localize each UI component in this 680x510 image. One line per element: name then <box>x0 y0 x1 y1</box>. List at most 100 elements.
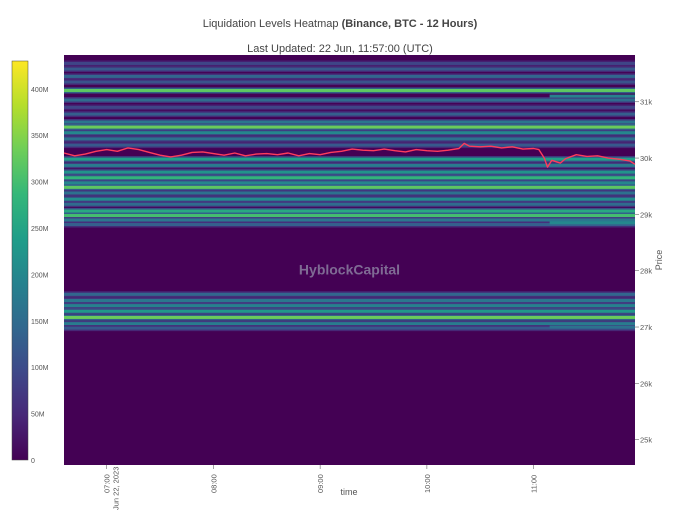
liquidation-band <box>64 156 635 163</box>
colorbar-tick-label: 0 <box>31 458 35 465</box>
liquidation-band <box>64 201 635 208</box>
y-tick-label: 27k <box>640 323 652 332</box>
liquidation-band <box>64 135 635 142</box>
liquidation-band <box>64 73 635 80</box>
band-core <box>64 176 635 180</box>
x-axis: 07:00 Jun 22, 2023 08:00 09:00 10:00 11:00 <box>103 465 539 510</box>
colorbar-tick-label: 300M <box>31 180 49 187</box>
title-text: Liquidation Levels Heatmap <box>202 18 342 30</box>
liquidation-band <box>64 217 635 224</box>
chart-title: Liquidation Levels Heatmap (Binance, BTC… <box>0 18 680 30</box>
chart-subtitle: Last Updated: 22 Jun, 11:57:00 (UTC) <box>247 43 433 55</box>
liquidation-band <box>64 129 635 136</box>
liquidation-band <box>64 142 635 149</box>
price-line <box>63 142 636 168</box>
band-core <box>64 299 635 303</box>
y-tick-label: 26k <box>640 379 652 388</box>
x-axis-label: time <box>340 487 357 497</box>
band-core <box>64 309 635 313</box>
band-core <box>64 304 635 308</box>
x-tick-label: 09:00 <box>316 474 325 493</box>
y-tick-label: 29k <box>640 210 652 219</box>
colorbar-tick-label: 150M <box>31 319 49 326</box>
title-bold-text: (Binance, BTC - 12 Hours) <box>341 18 478 30</box>
colorbar-gradient <box>11 60 29 461</box>
x-tick-label: 11:00 <box>530 475 539 493</box>
band-core <box>64 105 635 109</box>
band-core <box>64 322 635 326</box>
x-tick-sublabel: Jun 22, 2023 <box>112 467 121 510</box>
band-core <box>64 88 635 92</box>
band-core <box>64 61 635 65</box>
liquidation-band <box>64 302 635 309</box>
late-liquidation-band <box>549 94 635 98</box>
colorbar: 0 50M 100M 150M 200M 250M 300M 350M 400M <box>11 60 49 465</box>
band-core <box>64 185 635 189</box>
colorbar-tick-label: 400M <box>31 87 49 94</box>
colorbar-tick-label: 50M <box>31 412 45 419</box>
liquidation-band <box>64 174 635 181</box>
liquidation-band <box>64 314 635 321</box>
band-core <box>64 112 635 116</box>
liquidation-band <box>64 79 635 86</box>
liquidation-band <box>64 124 635 131</box>
x-tick-label: 10:00 <box>423 474 432 493</box>
band-core <box>64 143 635 147</box>
y-tick-label: 28k <box>640 267 652 276</box>
y-tick-label: 31k <box>640 98 652 107</box>
band-core <box>64 125 635 129</box>
liquidation-band <box>64 111 635 118</box>
watermark: HyblockCapital <box>299 262 400 278</box>
liquidation-band <box>64 320 635 327</box>
late-liquidation-band <box>549 325 635 329</box>
colorbar-tick-label: 100M <box>31 365 49 372</box>
band-core <box>64 223 635 227</box>
liquidation-band <box>64 87 635 94</box>
liquidation-band <box>64 291 635 298</box>
band-core <box>64 292 635 296</box>
band-core <box>64 181 635 185</box>
plot-area: HyblockCapital <box>63 55 636 465</box>
y-tick-label: 30k <box>640 154 652 163</box>
liquidation-band <box>64 325 635 332</box>
band-core <box>64 197 635 201</box>
liquidation-band <box>64 179 635 186</box>
y-axis: 25k 26k 27k 28k 29k 30k 31k <box>635 98 652 445</box>
liquidation-band <box>64 221 635 228</box>
band-core <box>64 218 635 222</box>
liquidation-band <box>64 60 635 67</box>
liquidation-band <box>64 162 635 169</box>
colorbar-tick-label: 250M <box>31 226 49 233</box>
band-core <box>64 170 635 174</box>
liquidation-band <box>64 208 635 215</box>
band-core <box>64 131 635 135</box>
liquidation-band <box>64 66 635 73</box>
liquidation-band <box>64 189 635 196</box>
band-core <box>64 214 635 218</box>
band-core <box>64 120 635 124</box>
liquidation-band <box>64 212 635 219</box>
band-core <box>64 157 635 161</box>
band-core <box>64 163 635 167</box>
band-core <box>64 74 635 78</box>
liquidation-band <box>64 119 635 126</box>
band-core <box>64 209 635 213</box>
liquidation-band <box>64 184 635 191</box>
liquidation-band <box>64 169 635 176</box>
x-tick-label: 08:00 <box>209 474 218 493</box>
band-core <box>64 315 635 319</box>
band-core <box>64 137 635 141</box>
y-axis-label: Price <box>654 250 664 271</box>
band-core <box>64 80 635 84</box>
band-core <box>64 67 635 71</box>
late-liquidation-band <box>549 221 635 225</box>
x-tick-label: 07:00 <box>103 474 112 493</box>
band-core <box>64 191 635 195</box>
band-core <box>64 98 635 102</box>
colorbar-tick-label: 350M <box>31 133 49 140</box>
colorbar-tick-label: 200M <box>31 272 49 279</box>
band-core <box>64 202 635 206</box>
liquidation-band <box>64 196 635 203</box>
band-core <box>64 326 635 330</box>
